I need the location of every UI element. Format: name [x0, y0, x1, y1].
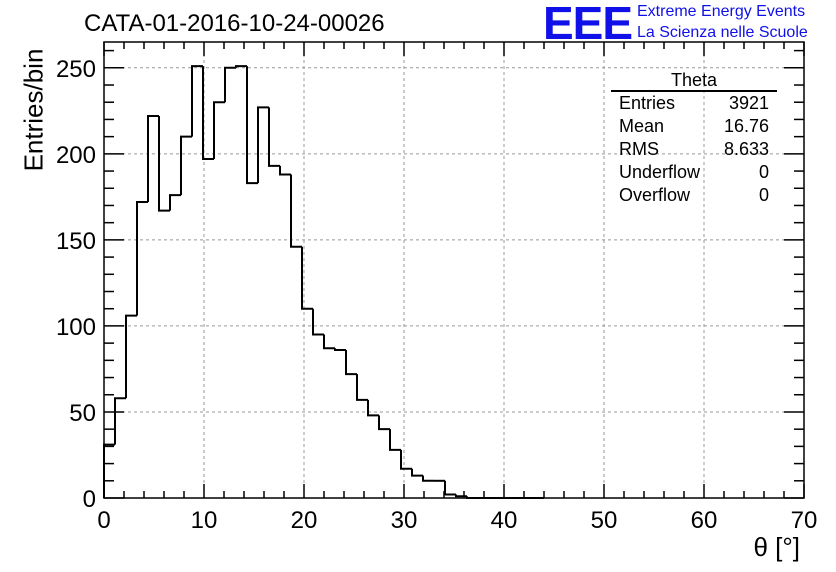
- histogram-bin: [202, 66, 214, 161]
- histogram-bin: [180, 135, 192, 196]
- chart-title: CATA-01-2016-10-24-00026: [84, 10, 385, 37]
- histogram-bin: [411, 468, 423, 477]
- histogram-bin: [246, 66, 258, 185]
- histogram-bin: [400, 449, 412, 470]
- x-tick-label: 70: [791, 507, 818, 534]
- histogram-bin: [345, 350, 357, 376]
- x-tick-label: 10: [191, 507, 218, 534]
- histogram-bin: [334, 348, 346, 352]
- histogram-bin: [114, 397, 126, 445]
- stats-label: Mean: [619, 116, 665, 136]
- stats-row-overflow: Overflow 0: [611, 184, 777, 207]
- histogram-bin: [169, 194, 181, 211]
- y-tick-label: 200: [56, 142, 96, 169]
- histogram-bin: [235, 65, 247, 68]
- plot-frame: [103, 41, 805, 499]
- logo-line-2: La Scienza nelle Scuole: [637, 24, 808, 41]
- logo-line-1: Extreme Energy Events: [637, 3, 806, 20]
- stats-label: Entries: [619, 93, 676, 113]
- x-tick-label: 40: [491, 507, 518, 534]
- stats-value: 8.633: [723, 139, 769, 159]
- histogram-bin: [257, 106, 269, 184]
- histogram-bin: [312, 308, 324, 336]
- histogram-bin: [279, 165, 291, 176]
- histogram-bin: [422, 475, 434, 482]
- histogram-bin: [301, 246, 313, 310]
- x-axis-label: θ [°]: [753, 532, 800, 562]
- histogram-bin: [444, 480, 456, 496]
- histogram-bin: [158, 115, 170, 212]
- stats-label: RMS: [619, 139, 659, 159]
- stats-row-underflow: Underflow 0: [611, 161, 777, 184]
- histogram-bin: [323, 334, 335, 350]
- histogram-bin: [224, 66, 236, 103]
- y-axis-label: Entries/bin: [18, 48, 49, 172]
- y-tick-label: 50: [69, 400, 96, 427]
- x-tick-label: 20: [291, 507, 318, 534]
- stats-value: 0: [758, 185, 769, 205]
- stats-value: 0: [758, 162, 769, 182]
- histogram-bin: [136, 201, 148, 316]
- histogram-bin: [455, 494, 467, 498]
- eee-logo: EEE: [543, 0, 633, 49]
- histogram-bin: [147, 114, 159, 203]
- histogram-bin: [367, 399, 379, 417]
- histogram-bin: [356, 374, 368, 401]
- y-tick-label: 100: [56, 314, 96, 341]
- stats-label: Underflow: [619, 162, 701, 182]
- histogram-bin: [103, 443, 115, 498]
- x-tick-label: 0: [97, 507, 110, 534]
- x-tick-label: 60: [691, 507, 718, 534]
- histogram-bin: [213, 101, 225, 160]
- histogram-bin: [191, 65, 203, 137]
- histogram-bin: [268, 107, 280, 167]
- stats-row-rms: RMS 8.633: [611, 138, 777, 161]
- y-tick-label: 150: [56, 228, 96, 255]
- stats-row-mean: Mean 16.76: [611, 115, 777, 138]
- x-tick-label: 30: [391, 507, 418, 534]
- histogram-bin: [389, 429, 401, 451]
- stats-title: Theta: [611, 70, 777, 92]
- stats-label: Overflow: [619, 185, 691, 205]
- stats-value: 3921: [728, 93, 769, 113]
- stats-row-entries: Entries 3921: [611, 92, 777, 115]
- y-tick-label: 250: [56, 56, 96, 83]
- histogram-bin: [378, 415, 390, 431]
- stats-box: Theta Entries 3921 Mean 16.76 RMS 8.633 …: [611, 70, 777, 207]
- histogram-bin: [125, 314, 137, 399]
- y-tick-label: 0: [83, 486, 96, 513]
- stats-value: 16.76: [723, 116, 769, 136]
- x-tick-label: 50: [591, 507, 618, 534]
- histogram-bin: [290, 174, 302, 248]
